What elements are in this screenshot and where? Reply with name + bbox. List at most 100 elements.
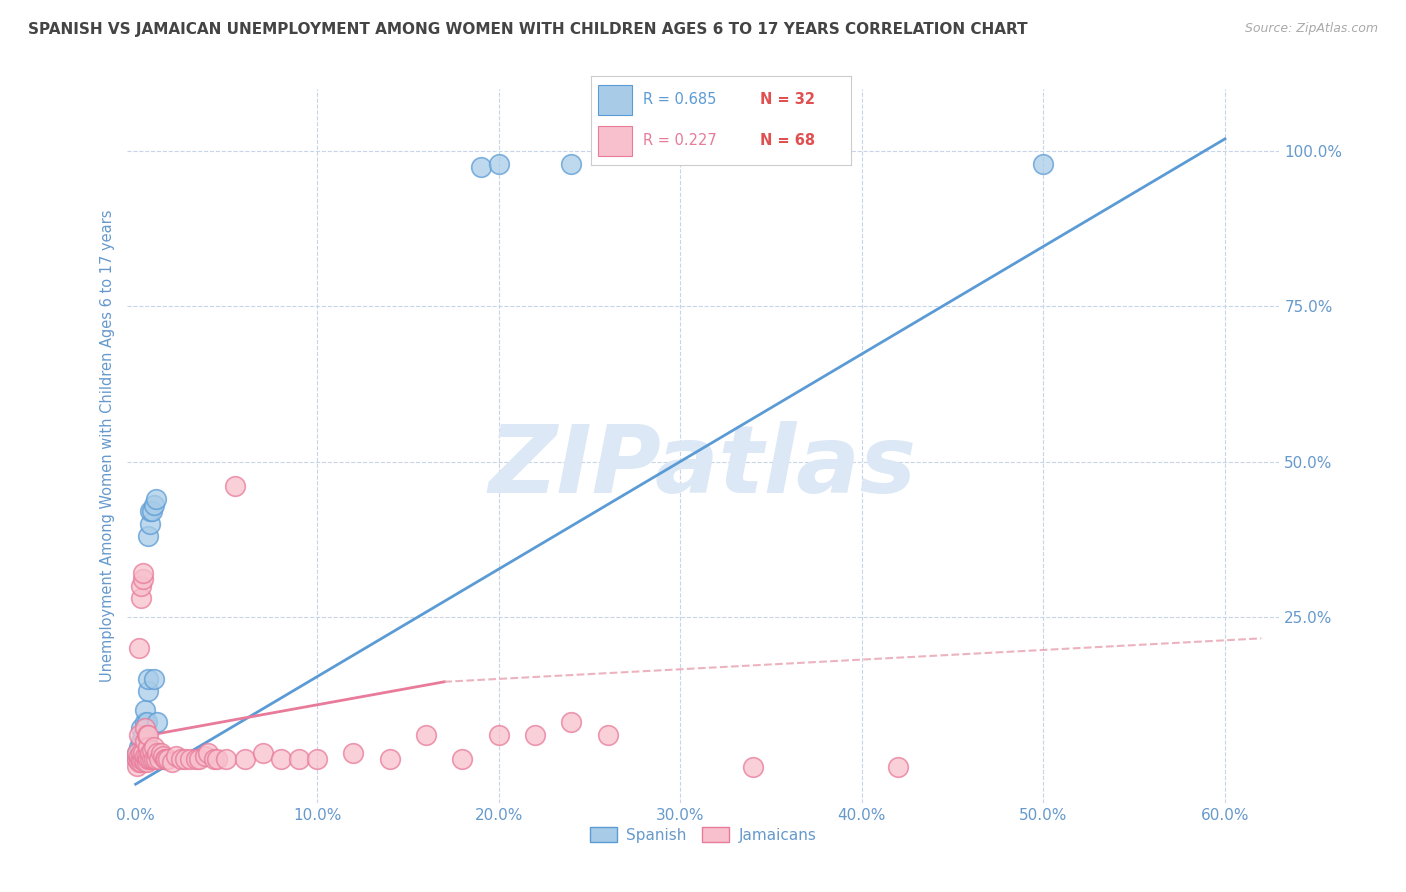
Point [135,756,157,770]
Point [129,746,152,760]
Text: R = 0.227: R = 0.227 [643,134,716,148]
Point [488,727,510,741]
Point [224,479,246,493]
Point [233,752,256,766]
Point [129,746,152,760]
Point [1032,156,1054,170]
Point [128,640,150,655]
Point [415,727,437,741]
Point [134,715,156,730]
Point [470,160,492,174]
Point [157,752,180,766]
Point [134,756,156,770]
Point [150,746,173,760]
Point [132,727,155,741]
Point [152,749,174,764]
Point [207,752,229,766]
Point [136,752,159,766]
Point [128,749,150,764]
Point [288,752,311,766]
Point [129,591,152,605]
Point [307,752,329,766]
Point [129,756,152,770]
Point [202,752,225,766]
Legend: Spanish, Jamaicans: Spanish, Jamaicans [583,821,823,848]
Point [132,743,155,757]
Point [524,727,547,741]
Text: N = 68: N = 68 [759,134,814,148]
Point [127,746,149,760]
Point [153,752,176,766]
Point [134,733,156,747]
Point [135,749,157,764]
Point [270,752,292,766]
Y-axis label: Unemployment Among Women with Children Ages 6 to 17 years: Unemployment Among Women with Children A… [100,210,115,682]
Point [560,156,582,170]
Point [134,703,156,717]
Point [139,746,162,760]
Point [173,752,195,766]
Point [152,752,174,766]
Point [560,715,582,730]
Point [141,743,163,757]
Point [132,573,155,587]
Point [146,752,169,766]
Point [127,752,149,766]
Point [155,752,177,766]
Point [451,752,474,766]
Text: ZIPatlas: ZIPatlas [489,421,917,514]
Point [136,739,159,754]
Point [139,516,162,531]
Point [488,156,510,170]
Point [141,752,163,766]
Point [148,752,170,766]
Point [129,733,152,747]
Point [342,746,364,760]
Point [252,746,274,760]
Point [378,752,401,766]
Point [134,739,156,754]
Point [128,727,150,741]
Point [132,746,155,760]
Point [170,752,193,766]
Point [165,749,187,764]
Point [215,752,238,766]
Point [188,752,211,766]
FancyBboxPatch shape [599,126,633,156]
Point [127,752,149,766]
Point [129,722,152,736]
Point [184,752,207,766]
Point [146,715,169,730]
Point [134,722,156,736]
Point [135,715,157,730]
Point [132,752,155,766]
Point [142,739,165,754]
Point [160,756,183,770]
Point [141,504,163,518]
Point [128,756,150,770]
Point [134,749,156,764]
Point [129,579,152,593]
Point [136,529,159,543]
Point [135,743,157,757]
Point [139,504,162,518]
Text: SPANISH VS JAMAICAN UNEMPLOYMENT AMONG WOMEN WITH CHILDREN AGES 6 TO 17 YEARS CO: SPANISH VS JAMAICAN UNEMPLOYMENT AMONG W… [28,22,1028,37]
FancyBboxPatch shape [599,85,633,115]
Point [127,746,149,760]
Text: Source: ZipAtlas.com: Source: ZipAtlas.com [1244,22,1378,36]
Point [142,752,165,766]
Point [135,727,157,741]
Point [139,746,162,760]
Point [145,752,167,766]
Point [142,498,165,512]
Point [146,746,169,760]
Point [179,752,201,766]
Text: N = 32: N = 32 [759,93,814,107]
Point [887,760,910,774]
Point [127,758,149,772]
Point [139,752,162,766]
Text: R = 0.685: R = 0.685 [643,93,716,107]
Point [194,749,217,764]
Point [132,566,155,581]
Point [129,752,152,766]
